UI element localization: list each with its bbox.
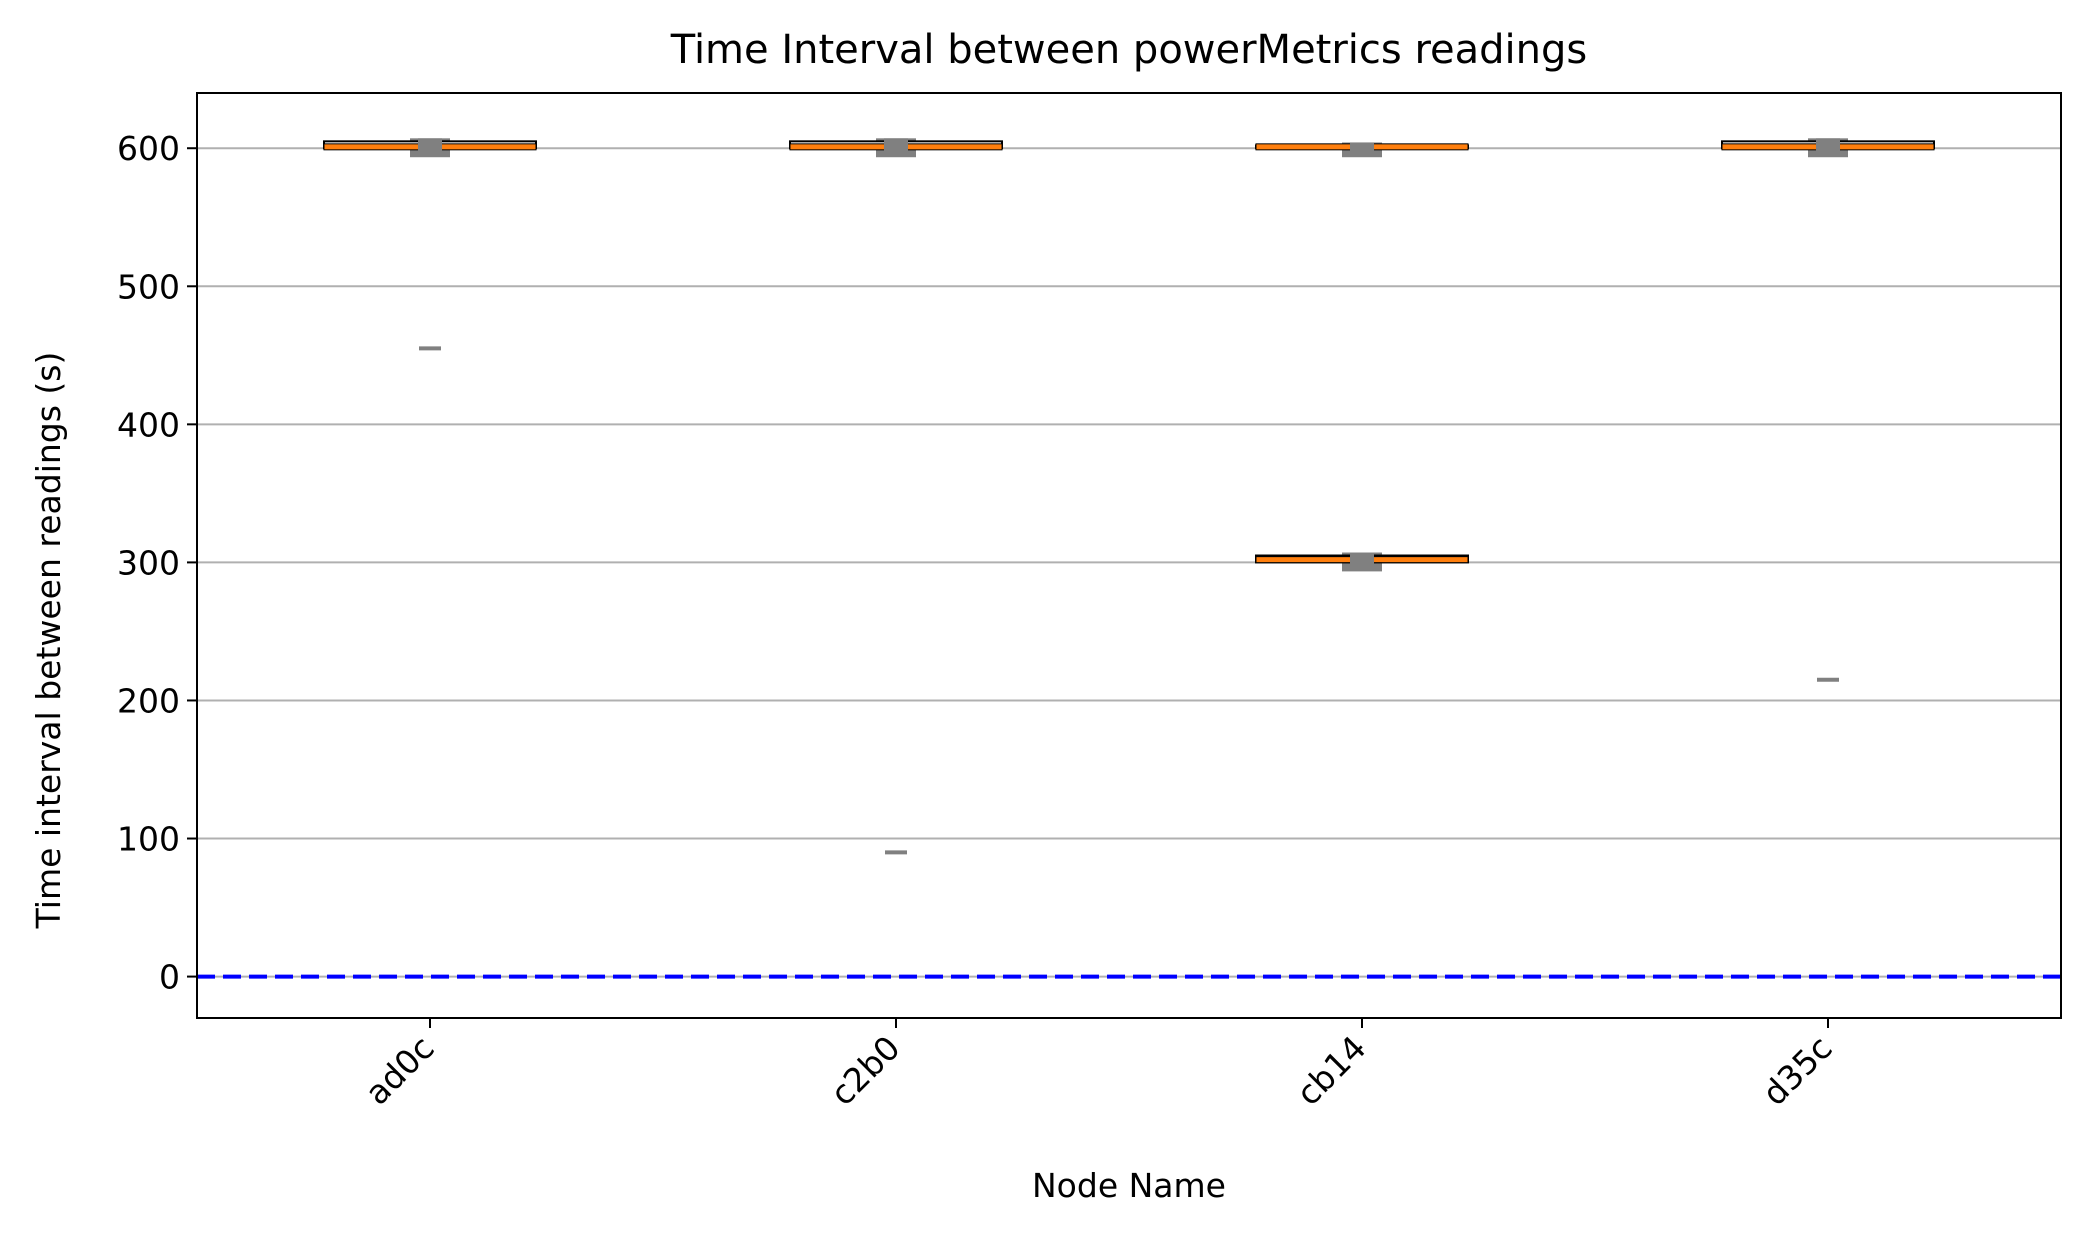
y-tick-label: 100 <box>117 820 180 859</box>
whisker-cap-overlay <box>1816 138 1840 156</box>
boxes-layer <box>323 138 1935 855</box>
whisker-cap-overlay <box>1350 142 1374 156</box>
y-tick-label: 400 <box>117 405 180 444</box>
box-cb14 <box>1255 552 1469 572</box>
whisker-cap-overlay <box>1350 552 1374 570</box>
box-cb14 <box>1255 142 1469 158</box>
chart-title: Time Interval between powerMetrics readi… <box>670 27 1588 73</box>
whisker-cap-overlay <box>884 138 908 156</box>
whisker-cap-overlay <box>418 138 442 156</box>
y-tick-label: 200 <box>117 681 180 720</box>
y-tick-label: 500 <box>117 267 180 306</box>
y-axis-label: Time interval between readings (s) <box>29 352 68 930</box>
y-axis-ticks: 0 100 200 300 400 500 600 <box>117 129 197 997</box>
y-tick-label: 300 <box>117 543 180 582</box>
y-tick-label: 600 <box>117 129 180 168</box>
box-ad0c <box>323 138 537 351</box>
x-axis-label: Node Name <box>1032 1166 1226 1205</box>
box-c2b0 <box>789 138 1003 855</box>
box-d35c <box>1721 138 1935 682</box>
y-tick-label: 0 <box>159 958 180 997</box>
plot-frame <box>196 92 2062 1019</box>
